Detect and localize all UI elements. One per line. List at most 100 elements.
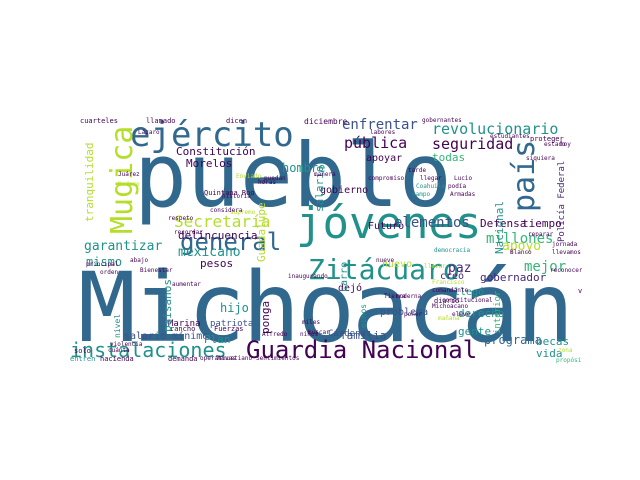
cloud-word: operativas <box>200 355 237 362</box>
cloud-word: apoyar <box>366 153 403 164</box>
cloud-word: niños <box>300 331 319 338</box>
cloud-word: Constitución <box>176 145 256 158</box>
cloud-word: salario mínimo <box>124 331 209 342</box>
cloud-word: Francisco <box>432 279 465 286</box>
cloud-word: hoy <box>560 141 571 148</box>
cloud-word: considera <box>210 207 243 214</box>
cloud-word: carro <box>339 261 350 292</box>
cloud-word: entren <box>70 355 96 363</box>
cloud-word: Cárdenas <box>328 329 372 339</box>
cloud-word: Defensa <box>480 217 527 230</box>
cloud-word: llegó <box>454 287 485 298</box>
cloud-word: Juárez <box>118 171 140 178</box>
cloud-word: Nadero <box>118 181 140 188</box>
cloud-word: apoyo <box>502 239 542 254</box>
cloud-word: Michoacán <box>78 252 574 364</box>
cloud-word: Guadalupe <box>255 202 268 262</box>
cloud-word: ochos <box>359 303 368 328</box>
cloud-word: cuánta <box>108 347 130 354</box>
cloud-word: Zitácuaro <box>308 253 460 286</box>
cloud-word: vida <box>536 347 563 360</box>
cloud-word: rancho <box>170 325 196 333</box>
cloud-word: Secretaría <box>174 212 271 231</box>
cloud-word: programa <box>484 333 542 347</box>
cloud-word: llevar <box>424 263 446 270</box>
cloud-word: abajo <box>130 257 149 264</box>
cloud-word: estado <box>544 141 566 148</box>
word-cloud: pueblo Michoacán jóvenes Guardia Naciona… <box>70 112 582 368</box>
cloud-word: principal <box>86 261 119 268</box>
cloud-word: tiempo <box>522 217 562 230</box>
cloud-word: jóvenes <box>296 198 482 249</box>
cloud-word: violencia <box>110 341 143 348</box>
cloud-word: nivel <box>113 313 122 338</box>
cloud-word: inaugurando <box>288 273 328 280</box>
cloud-word: nuevo <box>382 259 413 270</box>
cloud-word: garantizar <box>84 239 163 254</box>
cloud-word: llevamos <box>552 249 581 256</box>
cloud-word: diciembre <box>304 117 348 126</box>
cloud-word: patriota <box>210 319 254 329</box>
cloud-word: gente <box>458 325 492 338</box>
cloud-word: Morelos <box>186 157 233 170</box>
cloud-word: creó <box>440 271 465 282</box>
cloud-word: Mugica <box>105 125 140 234</box>
cloud-word: democracia <box>434 247 471 254</box>
cloud-word: solo <box>74 347 91 355</box>
cloud-word: pesos <box>200 257 234 270</box>
cloud-word: Enviado <box>236 173 262 180</box>
cloud-word: gobernantes <box>422 117 462 124</box>
cloud-word: delincuencia <box>178 229 258 242</box>
cloud-word: interior <box>493 290 503 334</box>
cloud-word: Alfredo <box>262 331 288 338</box>
cloud-word: hijo <box>220 301 249 315</box>
cloud-word: tarde <box>408 167 427 174</box>
cloud-word: Bienestar <box>140 267 173 274</box>
cloud-word: moderna <box>396 293 422 300</box>
cloud-word: constitucional <box>442 297 493 304</box>
cloud-word: gobernador <box>480 271 547 284</box>
cloud-word: pueblo <box>134 124 452 227</box>
cloud-word: Policía Federal <box>557 160 567 242</box>
cloud-word: miles <box>302 319 321 326</box>
cloud-word: Futuro <box>368 221 405 232</box>
cloud-word: orden <box>100 269 119 276</box>
cloud-word: zona <box>558 347 573 354</box>
cloud-word: compromiso <box>368 175 405 182</box>
cloud-word: supremo <box>230 209 256 216</box>
cloud-word: campo <box>412 191 431 198</box>
cloud-word: demanda <box>168 355 198 363</box>
cloud-word: mismo <box>86 255 123 269</box>
cloud-word: horas <box>258 179 277 186</box>
cloud-word: puedan <box>264 175 286 182</box>
cloud-word: poner <box>404 311 423 318</box>
cloud-word: elementos <box>394 215 470 231</box>
cloud-word: hombre <box>282 161 326 175</box>
cloud-word: llamado <box>146 117 176 125</box>
cloud-word: hacienda <box>100 355 134 363</box>
cloud-word: Nacional <box>493 201 506 254</box>
cloud-word: Sentimientos <box>256 355 300 362</box>
cloud-word: Coahuila <box>416 183 445 190</box>
cloud-word: Plan <box>204 333 231 346</box>
cloud-word: estudiantes <box>490 133 530 140</box>
cloud-word: mexicano <box>178 245 241 260</box>
cloud-word: ejército <box>130 115 294 155</box>
cloud-word: reconocer <box>550 267 582 274</box>
cloud-word: dejó <box>338 283 363 294</box>
cloud-word: tranquilidad <box>83 142 96 222</box>
cloud-word: propósito <box>556 357 582 364</box>
cloud-word: jornada <box>552 241 578 248</box>
cloud-word: paz <box>448 261 472 276</box>
cloud-word: pública <box>344 134 408 152</box>
cloud-word: Marina <box>168 319 201 329</box>
cloud-word: seguridad <box>432 135 514 153</box>
cloud-word: familia <box>340 329 387 342</box>
cloud-word: Michoacano <box>432 303 469 310</box>
cloud-word: instalaciones <box>70 338 227 362</box>
cloud-word: proteger <box>530 135 564 143</box>
cloud-word: manera <box>314 171 336 178</box>
cloud-word: revolucionario <box>432 120 559 138</box>
cloud-word: general <box>180 228 282 256</box>
cloud-word: problema <box>380 307 429 318</box>
